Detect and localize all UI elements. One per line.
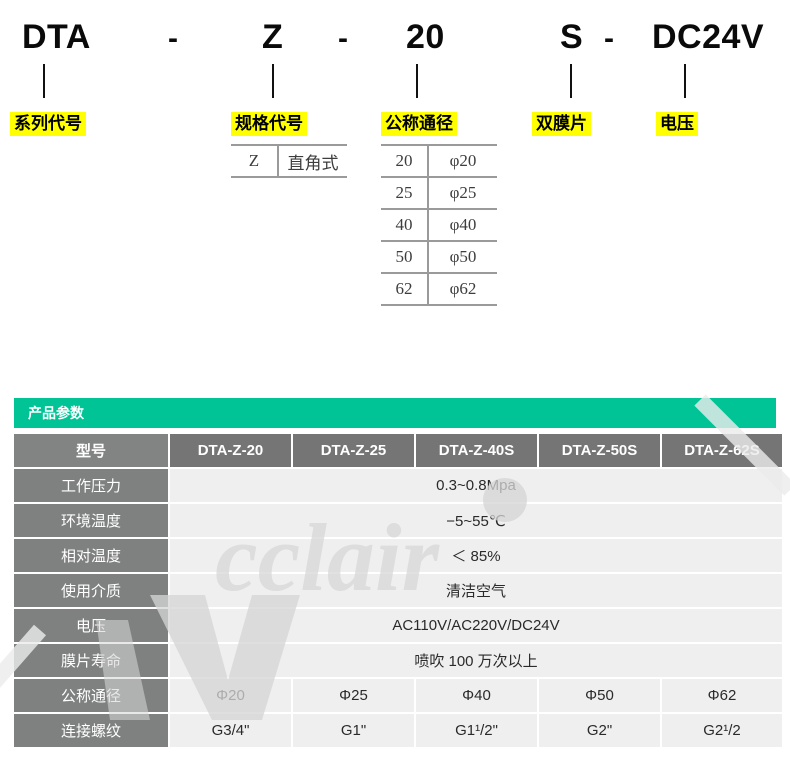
table-row: 膜片寿命 喷吹 100 万次以上 [14, 644, 782, 677]
stem-diaphragm [570, 64, 572, 98]
row-cell: G3/4" [170, 714, 291, 747]
row-cell: Φ20 [170, 679, 291, 712]
row-label: 工作压力 [14, 469, 168, 502]
bore-option-code: 50 [381, 240, 429, 274]
bore-option-desc: φ40 [428, 208, 497, 242]
row-value: 清洁空气 [170, 574, 782, 607]
bore-option-desc: φ50 [428, 240, 497, 274]
stem-bore [416, 64, 418, 98]
table-header-row: 型号 DTA-Z-20 DTA-Z-25 DTA-Z-40S DTA-Z-50S… [14, 434, 782, 467]
bore-option-desc: φ25 [428, 176, 497, 210]
header-cell-model: DTA-Z-50S [539, 434, 660, 467]
row-label: 连接螺纹 [14, 714, 168, 747]
bore-option-row: 25 φ25 [381, 176, 497, 210]
row-value: −5~55℃ [170, 504, 782, 537]
row-label: 公称通径 [14, 679, 168, 712]
tag-voltage: 电压 [656, 112, 698, 136]
row-value: 喷吹 100 万次以上 [170, 644, 782, 677]
row-cell: G2" [539, 714, 660, 747]
header-cell-model: DTA-Z-62S [662, 434, 782, 467]
stem-spec [272, 64, 274, 98]
spec-option-code: Z [231, 144, 279, 178]
row-label: 环境温度 [14, 504, 168, 537]
bore-option-code: 20 [381, 144, 429, 178]
table-row: 工作压力 0.3~0.8Mpa [14, 469, 782, 502]
bore-option-code: 40 [381, 208, 429, 242]
bore-option-row: 50 φ50 [381, 240, 497, 274]
code-token-voltage: DC24V [652, 18, 765, 56]
table-row: 公称通径 Φ20 Φ25 Φ40 Φ50 Φ62 [14, 679, 782, 712]
header-cell-model: DTA-Z-25 [293, 434, 414, 467]
bore-option-desc: φ20 [428, 144, 497, 178]
code-token-dash-2: - [338, 22, 349, 55]
model-code-diagram: DTA - Z - 20 S - DC24V 系列代号 规格代号 公称通径 双膜… [0, 0, 790, 380]
table-row: 环境温度 −5~55℃ [14, 504, 782, 537]
bore-option-desc: φ62 [428, 272, 497, 306]
header-cell-model: DTA-Z-40S [416, 434, 537, 467]
tag-spec: 规格代号 [231, 112, 307, 136]
param-table-title: 产品参数 [14, 398, 776, 428]
row-label: 膜片寿命 [14, 644, 168, 677]
header-cell-model: DTA-Z-20 [170, 434, 291, 467]
tag-series: 系列代号 [10, 112, 86, 136]
bore-option-row: 62 φ62 [381, 272, 497, 306]
row-cell: Φ40 [416, 679, 537, 712]
table-row: 电压 AC110V/AC220V/DC24V [14, 609, 782, 642]
row-value: 0.3~0.8Mpa [170, 469, 782, 502]
code-token-spec: Z [262, 18, 284, 56]
spec-option-desc: 直角式 [278, 144, 347, 178]
spec-option-row: Z 直角式 [231, 144, 347, 178]
tag-diaphragm: 双膜片 [532, 112, 591, 136]
param-table: 型号 DTA-Z-20 DTA-Z-25 DTA-Z-40S DTA-Z-50S… [12, 432, 784, 749]
row-label: 电压 [14, 609, 168, 642]
row-cell: Φ25 [293, 679, 414, 712]
code-token-diaphragm: S [560, 18, 584, 56]
code-token-dash-3: - [604, 22, 615, 55]
code-token-series: DTA [22, 18, 91, 56]
product-parameters-section: 产品参数 型号 DTA-Z-20 DTA-Z-25 DTA-Z-40S DTA-… [14, 398, 782, 749]
row-cell: G1¹/2" [416, 714, 537, 747]
tag-bore: 公称通径 [381, 112, 457, 136]
code-token-dash-1: - [168, 22, 179, 55]
row-cell: G1" [293, 714, 414, 747]
stem-series [43, 64, 45, 98]
code-token-bore: 20 [406, 18, 445, 56]
bore-option-row: 40 φ40 [381, 208, 497, 242]
row-cell: Φ62 [662, 679, 782, 712]
row-value: AC110V/AC220V/DC24V [170, 609, 782, 642]
bore-options-table: 20 φ20 25 φ25 40 φ40 50 φ50 62 φ62 [381, 144, 497, 306]
row-cell: Φ50 [539, 679, 660, 712]
bore-option-row: 20 φ20 [381, 144, 497, 178]
row-cell: G2¹/2 [662, 714, 782, 747]
table-row: 连接螺纹 G3/4" G1" G1¹/2" G2" G2¹/2 [14, 714, 782, 747]
table-row: 相对温度 ＜ 85% [14, 539, 782, 572]
bore-option-code: 25 [381, 176, 429, 210]
row-value: ＜ 85% [170, 539, 782, 572]
bore-option-code: 62 [381, 272, 429, 306]
header-cell-label: 型号 [14, 434, 168, 467]
row-label: 使用介质 [14, 574, 168, 607]
table-row: 使用介质 清洁空气 [14, 574, 782, 607]
spec-options-table: Z 直角式 [231, 144, 347, 178]
row-label: 相对温度 [14, 539, 168, 572]
stem-voltage [684, 64, 686, 98]
